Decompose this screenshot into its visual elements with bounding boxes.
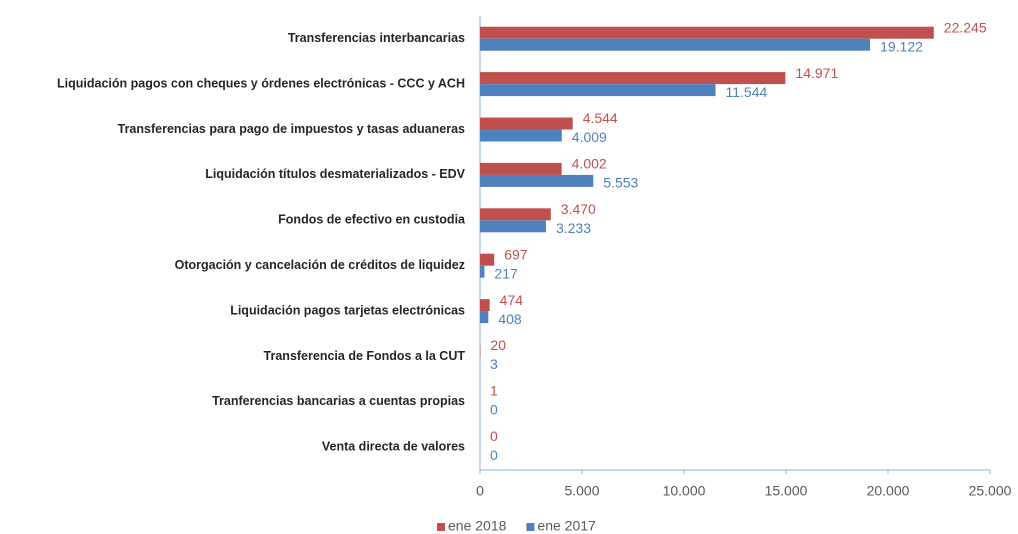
value-label: 14.971: [795, 65, 838, 81]
bar: [480, 162, 562, 175]
value-label: 0: [490, 447, 498, 463]
category-label: Liquidación títulos desmaterializados - …: [205, 167, 465, 181]
value-label: 4.009: [572, 129, 607, 145]
x-tick-label: 5.000: [564, 483, 599, 499]
bar: [480, 253, 495, 266]
x-tick-label: 20.000: [867, 483, 910, 499]
bar: [480, 129, 562, 142]
legend-swatch: [437, 523, 445, 531]
category-label: Liquidación pagos con cheques y órdenes …: [57, 76, 465, 90]
legend-label: ene 2017: [537, 518, 596, 534]
bar: [480, 26, 934, 39]
value-label: 4.002: [572, 156, 607, 172]
value-label: 3.233: [556, 220, 591, 236]
value-label: 408: [498, 311, 522, 327]
value-label: 20: [490, 337, 506, 353]
value-label: 217: [494, 265, 518, 281]
bar: [480, 299, 490, 312]
value-label: 3: [490, 356, 498, 372]
legend-label: ene 2018: [448, 518, 507, 534]
value-label: 11.544: [725, 84, 767, 100]
category-label: Liquidación pagos tarjetas electrónicas: [230, 303, 465, 317]
category-label: Fondos de efectivo en custodia: [278, 213, 466, 227]
x-tick-label: 0: [476, 483, 484, 499]
value-label: 697: [504, 246, 528, 262]
category-label: Transferencias para pago de impuestos y …: [118, 122, 465, 136]
value-label: 19.122: [880, 38, 923, 54]
x-tick-label: 10.000: [663, 483, 706, 499]
value-label: 22.245: [944, 19, 987, 35]
x-tick-label: 25.000: [969, 483, 1012, 499]
x-tick-label: 15.000: [765, 483, 808, 499]
bar: [480, 265, 485, 278]
category-label: Transferencia de Fondos a la CUT: [264, 349, 466, 363]
value-label: 474: [500, 292, 524, 308]
value-label: 4.544: [583, 110, 618, 126]
bar: [480, 84, 716, 97]
value-label: 5.553: [603, 175, 638, 191]
category-label: Transferencias interbancarias: [288, 31, 465, 45]
bar: [480, 38, 871, 51]
legend-swatch: [526, 523, 535, 531]
bar: [480, 174, 594, 187]
value-label: 3.470: [561, 201, 596, 217]
value-label: 0: [490, 402, 498, 418]
bar: [480, 72, 786, 85]
bar: [480, 220, 546, 233]
value-label: 1: [490, 383, 498, 399]
value-label: 0: [490, 428, 498, 444]
bar: [480, 208, 551, 221]
category-label: Venta directa de valores: [322, 440, 465, 454]
bar: [480, 311, 489, 324]
bar: [480, 117, 573, 130]
category-label: Otorgación y cancelación de créditos de …: [175, 258, 465, 272]
category-label: Tranferencias bancarias a cuentas propia…: [212, 394, 465, 408]
